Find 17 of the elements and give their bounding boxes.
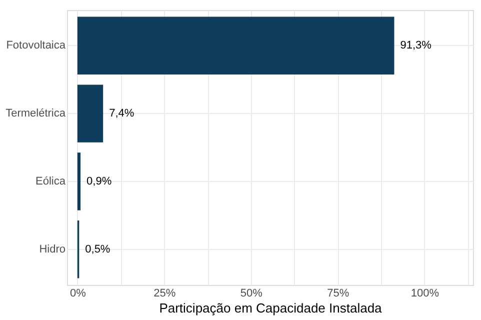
y-tick-label: Hidro bbox=[39, 243, 66, 256]
y-tick-label: Termelétrica bbox=[6, 108, 66, 120]
data-label: 91,3% bbox=[400, 40, 432, 52]
x-tick-label: 0% bbox=[70, 288, 86, 300]
y-tick-label: Fotovoltaica bbox=[6, 40, 66, 52]
x-tick-label: 75% bbox=[327, 288, 350, 300]
x-axis-title: Participação em Capacidade Instalada bbox=[159, 300, 383, 316]
x-tick-label: 100% bbox=[410, 288, 440, 300]
data-label: 0,9% bbox=[86, 175, 112, 188]
x-tick-label: 50% bbox=[240, 288, 263, 300]
x-tick-label: 25% bbox=[154, 288, 176, 300]
y-tick-label: Eólica bbox=[36, 175, 66, 188]
data-label: 0,5% bbox=[85, 243, 110, 256]
bar bbox=[77, 84, 104, 142]
bar bbox=[77, 152, 81, 210]
bar bbox=[77, 16, 394, 75]
data-label: 7,4% bbox=[109, 108, 134, 120]
